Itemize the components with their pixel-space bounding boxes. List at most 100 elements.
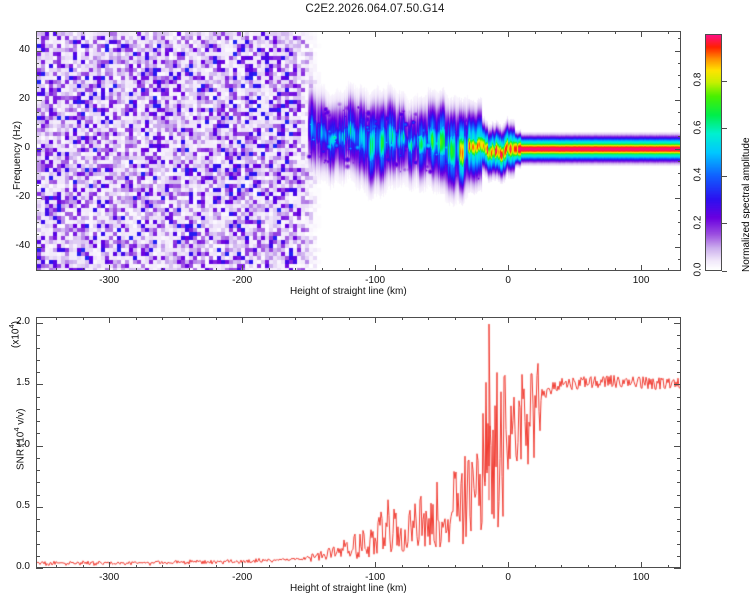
snr-y-minor-tick xyxy=(677,347,681,349)
snr-y-minor-tick xyxy=(36,396,40,398)
snr-canvas xyxy=(37,318,680,567)
spectrogram-x-tick-label: -300 xyxy=(99,275,120,286)
snr-x-minor-tick xyxy=(295,565,297,568)
spectrogram-y-minor-tick xyxy=(678,136,681,138)
spectrogram-y-minor-tick xyxy=(36,234,39,236)
spectrogram-x-tick xyxy=(375,265,377,271)
spectrogram-x-minor-tick xyxy=(667,31,669,34)
spectrogram-y-tick xyxy=(675,99,681,101)
spectrogram-y-minor-tick xyxy=(36,124,39,126)
spectrogram-x-tick xyxy=(508,31,510,37)
spectrogram-y-minor-tick xyxy=(678,87,681,89)
snr-y-minor-tick xyxy=(677,482,681,484)
spectrogram-x-minor-tick xyxy=(55,268,57,271)
snr-x-minor-tick xyxy=(162,317,164,320)
colorbar-tick-label: 0.6 xyxy=(692,120,704,135)
snr-y-tick xyxy=(674,568,681,569)
spectrogram-x-minor-tick xyxy=(215,268,217,271)
colorbar-tick xyxy=(722,223,727,225)
spectrogram-y-minor-tick xyxy=(678,173,681,175)
snr-x-minor-tick xyxy=(401,565,403,568)
spectrogram-y-minor-tick xyxy=(678,111,681,113)
snr-y-axis-title: SNR (104 v/v) xyxy=(12,409,26,470)
spectrogram-y-minor-tick xyxy=(36,160,39,162)
snr-y-minor-tick xyxy=(36,359,40,361)
spectrogram-y-minor-tick xyxy=(36,87,39,89)
snr-multiplier-exponent: 4 xyxy=(7,324,16,329)
spectrogram-x-minor-tick xyxy=(587,268,589,271)
snr-y-minor-tick xyxy=(677,457,681,459)
spectrogram-y-minor-tick xyxy=(678,75,681,77)
spectrogram-y-tick xyxy=(36,50,42,52)
snr-panel xyxy=(36,317,681,568)
spectrogram-x-minor-tick xyxy=(401,268,403,271)
snr-x-minor-tick xyxy=(587,317,589,320)
snr-y-minor-tick xyxy=(677,531,681,533)
snr-x-minor-tick xyxy=(428,317,430,320)
snr-x-tick-label: -100 xyxy=(365,572,386,583)
snr-y-tick-label: 0.0 xyxy=(16,561,30,572)
snr-x-minor-tick xyxy=(215,565,217,568)
snr-x-minor-tick xyxy=(162,565,164,568)
spectrogram-x-minor-tick xyxy=(188,268,190,271)
snr-x-tick-label: -200 xyxy=(232,572,253,583)
snr-x-tick xyxy=(508,562,510,568)
spectrogram-x-minor-tick xyxy=(162,31,164,34)
snr-y-minor-tick xyxy=(677,372,681,374)
snr-x-minor-tick xyxy=(188,317,190,320)
snr-x-minor-tick xyxy=(215,317,217,320)
snr-y-tick xyxy=(674,384,681,386)
spectrogram-x-tick xyxy=(109,265,111,271)
snr-y-tick xyxy=(674,506,681,508)
colorbar-tick-label: 0.4 xyxy=(692,167,704,182)
snr-multiplier-text: (x10 xyxy=(10,328,22,348)
spectrogram-y-tick xyxy=(675,246,681,248)
spectrogram-x-minor-tick xyxy=(321,268,323,271)
spectrogram-y-minor-tick xyxy=(678,160,681,162)
snr-x-minor-tick xyxy=(614,565,616,568)
snr-y-minor-tick xyxy=(677,433,681,435)
snr-x-minor-tick xyxy=(55,317,57,320)
spectrogram-x-minor-tick xyxy=(454,31,456,34)
snr-x-minor-tick xyxy=(454,317,456,320)
spectrogram-y-minor-tick xyxy=(678,234,681,236)
snr-y-minor-tick xyxy=(677,359,681,361)
snr-x-minor-tick xyxy=(295,317,297,320)
snr-x-minor-tick xyxy=(428,565,430,568)
spectrogram-y-tick xyxy=(36,197,42,199)
spectrogram-x-minor-tick xyxy=(295,31,297,34)
snr-x-tick xyxy=(242,317,244,323)
snr-x-tick xyxy=(242,562,244,568)
snr-y-axis-title-text: SNR (10 xyxy=(15,431,27,470)
spectrogram-x-minor-tick xyxy=(188,31,190,34)
snr-x-axis-title: Height of straight line (km) xyxy=(290,583,407,594)
snr-x-minor-tick xyxy=(135,565,137,568)
snr-x-minor-tick xyxy=(561,565,563,568)
spectrogram-y-tick-label: -40 xyxy=(15,239,30,251)
snr-x-tick xyxy=(109,562,111,568)
spectrogram-y-minor-tick xyxy=(678,185,681,187)
snr-y-minor-tick xyxy=(36,457,40,459)
spectrogram-x-minor-tick xyxy=(82,268,84,271)
spectrogram-x-tick xyxy=(242,265,244,271)
snr-y-minor-tick xyxy=(36,347,40,349)
snr-x-minor-tick xyxy=(348,565,350,568)
snr-y-minor-tick xyxy=(677,555,681,557)
spectrogram-y-minor-tick xyxy=(36,111,39,113)
spectrogram-y-minor-tick xyxy=(36,136,39,138)
snr-x-minor-tick xyxy=(534,317,536,320)
snr-y-minor-tick xyxy=(677,543,681,545)
snr-x-minor-tick xyxy=(561,317,563,320)
snr-y-minor-tick xyxy=(36,543,40,545)
spectrogram-x-minor-tick xyxy=(215,31,217,34)
spectrogram-y-minor-tick xyxy=(36,38,39,40)
spectrogram-x-minor-tick xyxy=(321,31,323,34)
spectrogram-x-minor-tick xyxy=(268,31,270,34)
colorbar-tick xyxy=(722,80,727,82)
colorbar-tick xyxy=(722,128,727,130)
figure-title: C2E2.2026.064.07.50.G14 xyxy=(305,3,445,15)
snr-x-minor-tick xyxy=(667,565,669,568)
spectrogram-x-minor-tick xyxy=(614,268,616,271)
snr-y-minor-tick xyxy=(36,494,40,496)
spectrogram-x-minor-tick xyxy=(135,268,137,271)
